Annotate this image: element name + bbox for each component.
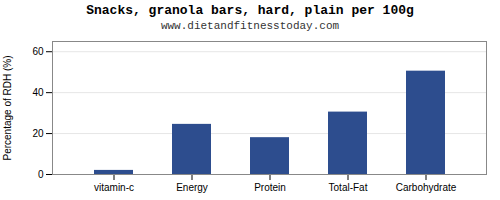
html-text:Snacks, granola bars, hard, pl: Snacks, granola bars, hard, plain per 10… [86, 3, 414, 18]
svg-text:Percentage of RDH (%): Percentage of RDH (%) [2, 55, 13, 160]
html-text:www.dietandfitnesstoday.com: www.dietandfitnesstoday.com [160, 20, 340, 32]
svg-text:Total-Fat: Total-Fat [329, 182, 368, 193]
svg-text:Energy: Energy [176, 182, 208, 193]
svg-text:60: 60 [32, 46, 44, 57]
svg-text:40: 40 [32, 87, 44, 98]
svg-text:Protein: Protein [254, 182, 286, 193]
svg-text:Carbohydrate: Carbohydrate [396, 182, 457, 193]
svg-text:20: 20 [32, 128, 44, 139]
svg-text:0: 0 [38, 169, 44, 180]
svg-text:vitamin-c: vitamin-c [94, 182, 134, 193]
